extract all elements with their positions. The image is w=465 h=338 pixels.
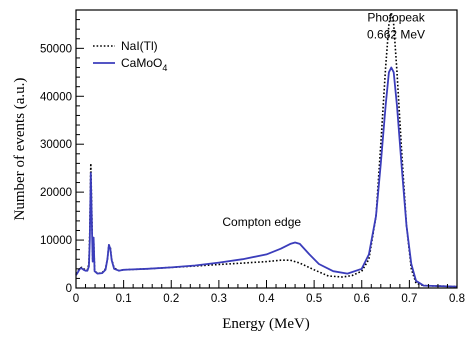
annotation-2: Compton edge: [222, 215, 301, 229]
y-tick-label: 0: [66, 283, 72, 295]
x-tick-label: 0.3: [211, 293, 227, 305]
annotation-1: 0.662 MeV: [367, 27, 425, 41]
annotation-0: Photopeak: [367, 11, 425, 25]
series-line-camoo4: [75, 66, 458, 288]
y-tick-label: 50000: [40, 43, 72, 55]
x-tick-label: 0.4: [259, 293, 276, 305]
y-tick-label: 10000: [40, 235, 72, 247]
series-layer: [75, 11, 458, 288]
x-tick-label: 0.5: [306, 293, 322, 305]
legend: NaI(Tl) CaMoO4: [93, 39, 167, 73]
x-tick-label: 0: [73, 293, 79, 305]
legend-label-nai: NaI(Tl): [121, 39, 158, 53]
y-tick-label: 20000: [40, 187, 72, 199]
x-axis-title: Energy (MeV): [222, 316, 310, 332]
annotations-layer: Photopeak 0.662 MeV Compton edge: [222, 11, 425, 230]
y-tick-label: 30000: [40, 139, 72, 151]
x-tick-label: 0.7: [401, 293, 417, 305]
legend-label-camoo4: CaMoO4: [121, 56, 167, 73]
y-axis-ticks: 0 10000 20000 30000 40000 50000: [40, 9, 84, 295]
y-axis-title: Number of events (a.u.): [12, 78, 28, 221]
y-tick-label: 40000: [40, 91, 72, 103]
x-tick-label: 0.2: [163, 293, 179, 305]
x-tick-label: 0.1: [116, 293, 132, 305]
x-tick-label: 0.6: [354, 293, 370, 305]
x-axis-ticks: 0 0.1 0.2 0.3 0.4 0.5 0.6 0.7 0.8: [73, 280, 465, 305]
x-tick-label: 0.8: [449, 293, 465, 305]
